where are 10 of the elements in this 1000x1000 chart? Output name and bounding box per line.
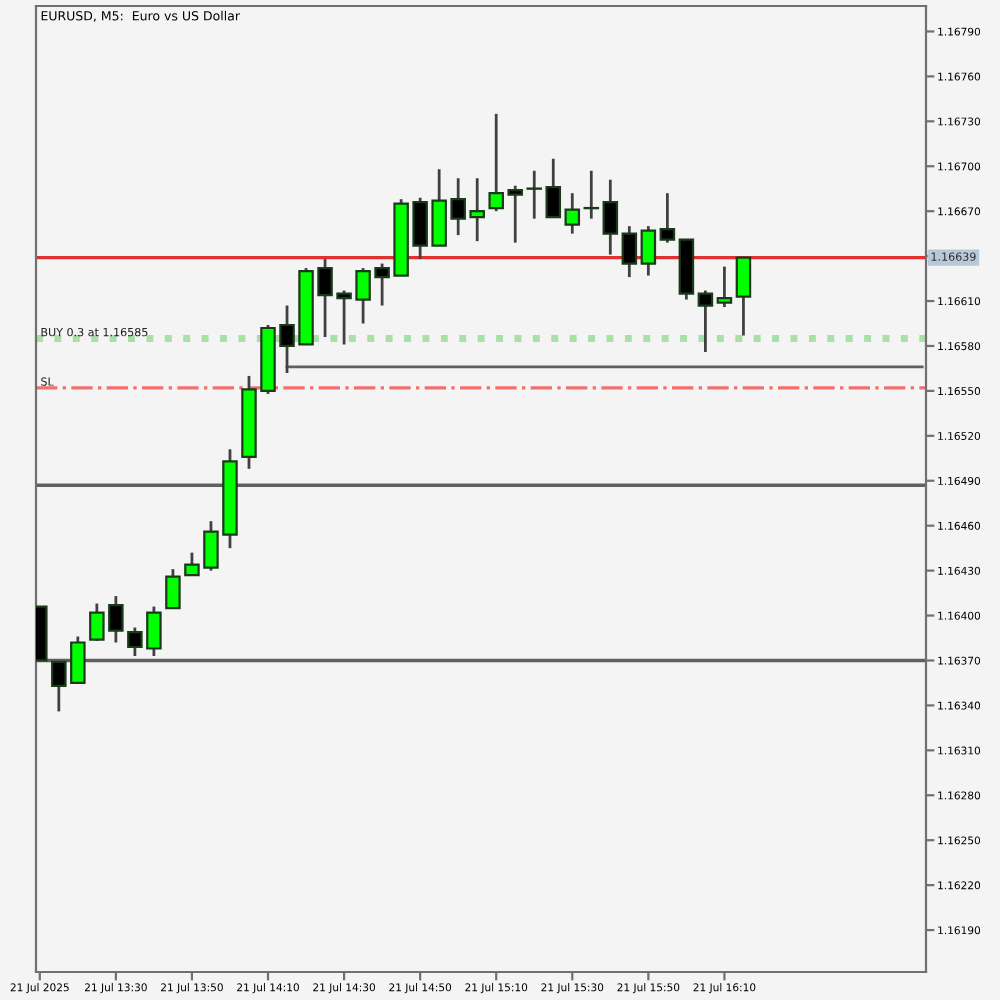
candlestick xyxy=(621,224,638,279)
candlestick xyxy=(583,169,600,221)
candlestick xyxy=(602,178,619,256)
candlestick xyxy=(735,256,752,337)
candlestick xyxy=(165,567,181,610)
candlestick xyxy=(564,191,581,236)
candlestick xyxy=(640,224,657,277)
candlestick xyxy=(659,191,676,245)
candlestick xyxy=(716,265,733,309)
candlestick xyxy=(697,289,714,354)
